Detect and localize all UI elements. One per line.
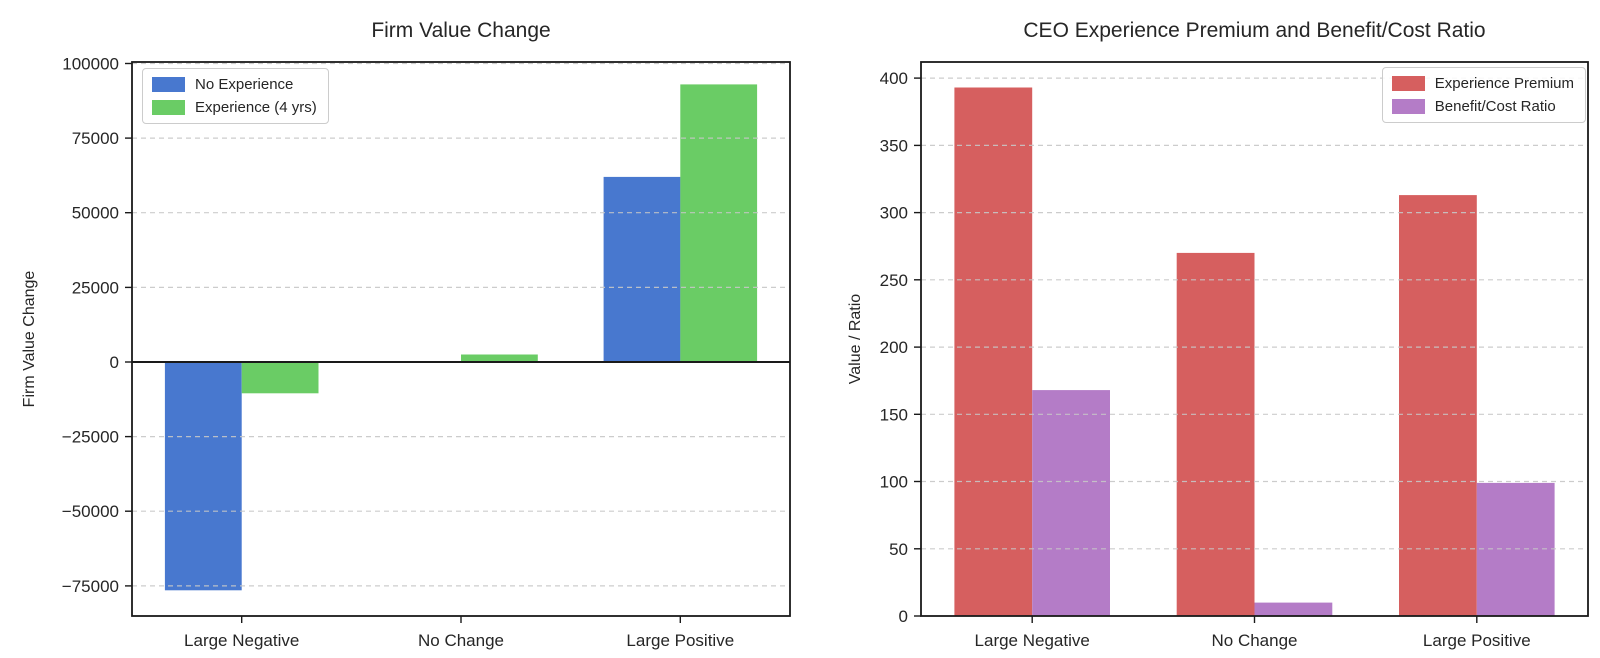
bar-benefit-cost-ratio-2 bbox=[1476, 482, 1555, 616]
legend-swatch-icon bbox=[1391, 99, 1425, 114]
legend-row: Benefit/Cost Ratio bbox=[1391, 98, 1574, 115]
x-tick-label: Large Negative bbox=[184, 631, 299, 650]
bar-no-experience-0 bbox=[164, 362, 242, 591]
y-tick-label: 100000 bbox=[62, 54, 119, 73]
x-tick-label: Large Positive bbox=[626, 631, 734, 650]
y-tick-label: 0 bbox=[110, 353, 119, 372]
y-tick-label: 75000 bbox=[72, 129, 119, 148]
legend-label: No Experience bbox=[195, 76, 294, 93]
legend-row: Experience (4 yrs) bbox=[152, 99, 317, 116]
bar-experience-4-yrs--0 bbox=[241, 362, 319, 394]
legend-swatch-icon bbox=[152, 100, 185, 115]
y-tick-label: 350 bbox=[880, 136, 908, 155]
legend-swatch-icon bbox=[152, 77, 185, 92]
left-chart-title: Firm Value Change bbox=[371, 19, 551, 42]
y-tick-label: 50000 bbox=[72, 204, 119, 223]
y-tick-label: 250 bbox=[880, 271, 908, 290]
y-tick-label: 400 bbox=[880, 69, 908, 88]
y-tick-label: 50 bbox=[889, 540, 908, 559]
bar-benefit-cost-ratio-1 bbox=[1254, 602, 1333, 616]
y-tick-label: 200 bbox=[880, 338, 908, 357]
x-tick-label: Large Negative bbox=[975, 631, 1090, 650]
y-tick-label: 100 bbox=[880, 473, 908, 492]
legend-label: Experience (4 yrs) bbox=[195, 99, 317, 116]
bar-benefit-cost-ratio-0 bbox=[1032, 390, 1110, 616]
legend-swatch-icon bbox=[1391, 76, 1425, 91]
legend-row: Experience Premium bbox=[1391, 75, 1574, 92]
y-tick-label: −75000 bbox=[62, 577, 119, 596]
right-chart-title: CEO Experience Premium and Benefit/Cost … bbox=[1023, 19, 1486, 42]
legend-label: Benefit/Cost Ratio bbox=[1434, 98, 1556, 115]
left-legend: No Experience Experience (4 yrs) bbox=[142, 68, 329, 124]
bar-no-experience-2 bbox=[603, 176, 681, 362]
right-legend: Experience Premium Benefit/Cost Ratio bbox=[1381, 67, 1586, 123]
y-tick-label: 0 bbox=[899, 607, 908, 626]
y-tick-label: −25000 bbox=[62, 428, 119, 447]
y-tick-label: −50000 bbox=[62, 502, 119, 521]
bar-experience-premium-1 bbox=[1176, 252, 1255, 616]
right-y-axis-label: Value / Ratio bbox=[847, 293, 864, 385]
y-tick-label: 25000 bbox=[72, 278, 119, 297]
bar-experience-4-yrs--1 bbox=[461, 354, 538, 362]
bar-experience-premium-0 bbox=[954, 87, 1033, 616]
bar-experience-premium-2 bbox=[1399, 195, 1477, 616]
x-tick-label: Large Positive bbox=[1423, 631, 1531, 650]
y-tick-label: 150 bbox=[880, 405, 908, 424]
x-tick-label: No Change bbox=[1211, 631, 1297, 650]
y-tick-label: 300 bbox=[880, 204, 908, 223]
left-y-axis-label: Firm Value Change bbox=[21, 270, 38, 408]
legend-label: Experience Premium bbox=[1434, 75, 1574, 92]
bar-experience-4-yrs--2 bbox=[680, 84, 758, 363]
x-tick-label: No Change bbox=[418, 631, 504, 650]
legend-row: No Experience bbox=[152, 76, 317, 93]
